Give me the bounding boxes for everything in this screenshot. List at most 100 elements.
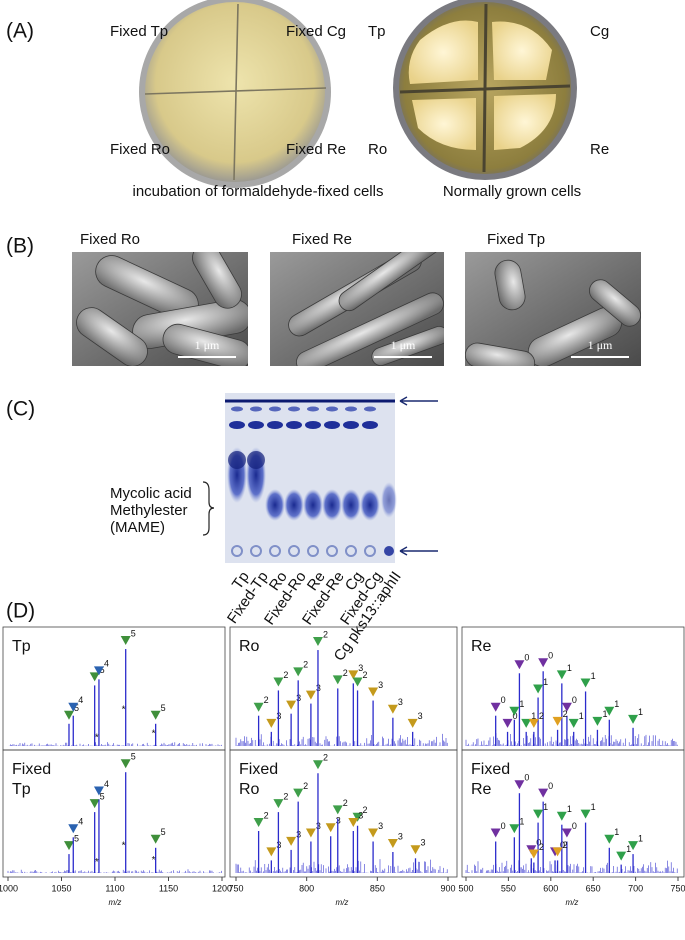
- label: Ro: [239, 781, 260, 798]
- label: 2: [343, 668, 348, 678]
- peak-arrow: [266, 718, 277, 728]
- label: 5: [100, 665, 105, 675]
- cell: [338, 252, 442, 312]
- peak-arrow: [293, 667, 304, 677]
- peak-arrow: [538, 658, 549, 668]
- label: 850: [370, 883, 385, 893]
- label: 2: [563, 709, 568, 719]
- label: Re: [471, 638, 492, 655]
- cell: [494, 259, 526, 311]
- label: Methylester: [110, 502, 188, 519]
- baseline-noise: [465, 860, 678, 873]
- peak-arrow: [293, 788, 304, 798]
- peak-arrow: [387, 704, 398, 714]
- label: 1100: [105, 883, 124, 893]
- peak-arrow: [150, 834, 161, 844]
- label: 2: [323, 629, 328, 639]
- label: 0: [548, 781, 553, 791]
- label: Fixed Ro: [80, 231, 140, 248]
- peak-arrow: [253, 702, 264, 712]
- label: 1: [591, 802, 596, 812]
- peak-arrow: [348, 818, 359, 827]
- peak-arrow: [348, 670, 359, 680]
- colony: [412, 98, 476, 150]
- peak-arrow: [120, 636, 131, 646]
- peak-arrow: [490, 828, 501, 838]
- peak-arrow: [538, 788, 549, 798]
- baseline-noise: [8, 742, 222, 746]
- label: 1: [567, 663, 572, 673]
- label: 0: [536, 838, 541, 848]
- tlc-spot: [381, 482, 397, 518]
- tlc-band: [267, 421, 283, 429]
- peak-arrow: [533, 684, 544, 694]
- label: Re: [590, 141, 609, 158]
- label: 1: [614, 827, 619, 837]
- peak-star: *: [95, 733, 99, 744]
- label: 1: [602, 709, 607, 719]
- peak-arrow: [410, 845, 421, 855]
- tlc-band: [326, 406, 338, 412]
- label: m/z: [566, 898, 579, 907]
- peak-arrow: [68, 824, 79, 834]
- plate-divider: [144, 3, 327, 181]
- peak-arrow: [120, 759, 131, 769]
- label: 1: [638, 707, 643, 717]
- label: 1: [591, 671, 596, 681]
- baseline-noise: [7, 869, 222, 873]
- spectrum-frame: [2, 749, 226, 878]
- tlc-spot: [360, 489, 380, 521]
- origin-spot: [288, 545, 300, 557]
- peak-arrow: [63, 841, 74, 851]
- label: 0: [501, 821, 506, 831]
- tlc-spot: [303, 489, 323, 521]
- label: 0: [524, 653, 529, 663]
- label: Re: [471, 781, 492, 798]
- label: Ro: [239, 638, 260, 655]
- tlc-spot: [265, 489, 285, 521]
- spectrum-frame: [2, 626, 226, 751]
- peak-arrow: [502, 718, 513, 728]
- label: 5: [161, 703, 166, 713]
- tlc-band: [324, 421, 340, 429]
- peak-arrow: [273, 677, 284, 687]
- tlc-spot: [341, 489, 361, 521]
- label: Fixed: [12, 761, 51, 778]
- peak-arrow: [509, 824, 520, 834]
- label: (D): [6, 600, 35, 623]
- label: Fixed Tp: [487, 231, 545, 248]
- label: Fixed: [471, 761, 510, 778]
- peak-arrow: [628, 841, 639, 851]
- label: m/z: [109, 898, 122, 907]
- label: 5: [131, 752, 136, 762]
- label: 2: [343, 798, 348, 808]
- label: 3: [420, 838, 425, 848]
- sem-image: [465, 252, 641, 366]
- peak-arrow: [89, 799, 100, 809]
- label: 1: [519, 699, 524, 709]
- label: 1: [579, 711, 584, 721]
- label: Tp: [368, 23, 386, 40]
- label: 1: [614, 699, 619, 709]
- colony: [408, 20, 478, 84]
- origin-spot: [384, 546, 394, 556]
- peak-arrow: [312, 760, 323, 770]
- cells: [465, 259, 641, 366]
- label: 0: [548, 651, 553, 661]
- peak-arrow: [592, 716, 603, 726]
- origin-spot: [250, 545, 262, 557]
- label: 0: [572, 695, 577, 705]
- origin-spot: [231, 545, 243, 557]
- label: 0: [501, 695, 506, 705]
- peak-arrow: [286, 700, 297, 710]
- label: 1: [626, 844, 631, 854]
- label: 5: [74, 703, 79, 713]
- peak-arrow: [561, 702, 572, 712]
- peak-arrow: [93, 786, 104, 796]
- peak-arrow: [312, 637, 323, 647]
- label: 750: [670, 883, 685, 893]
- peak-arrow: [561, 828, 572, 838]
- label: 4: [78, 695, 83, 705]
- label: 3: [418, 711, 423, 721]
- peak-arrow: [305, 828, 316, 838]
